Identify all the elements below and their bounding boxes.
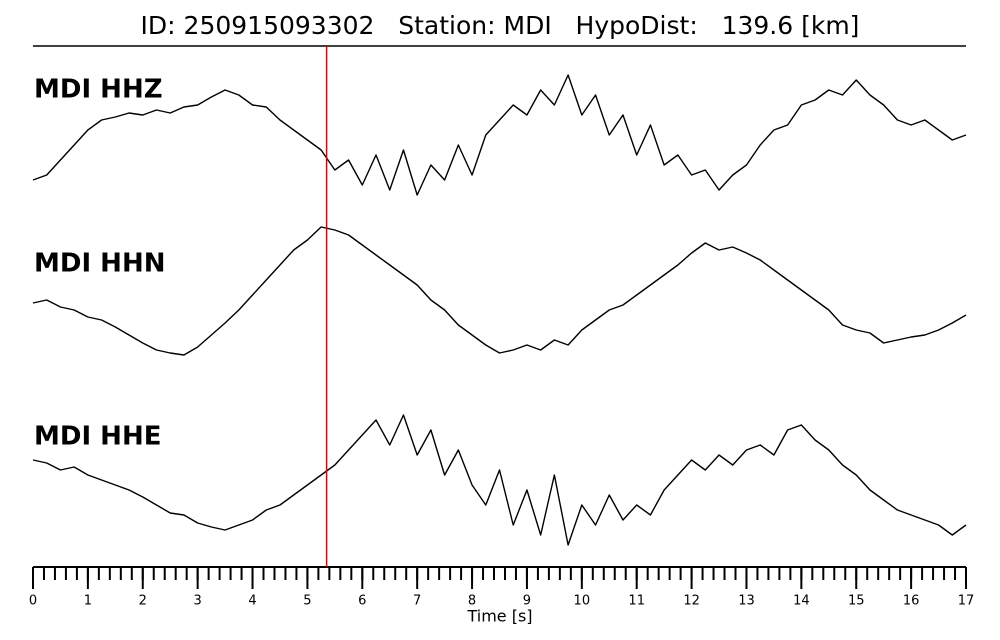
x-tick-label: 5 xyxy=(303,594,311,609)
x-tick-label: 3 xyxy=(194,594,202,609)
x-tick-label: 13 xyxy=(738,594,755,609)
trace-label: MDI HHN xyxy=(34,249,165,279)
x-axis-label: Time [s] xyxy=(466,607,532,626)
x-tick-label: 9 xyxy=(523,594,531,609)
trace-label: MDI HHZ xyxy=(34,75,163,105)
x-tick-label: 14 xyxy=(793,594,810,609)
x-tick-label: 0 xyxy=(29,594,37,609)
x-tick-label: 17 xyxy=(958,594,975,609)
x-tick-label: 15 xyxy=(848,594,865,609)
chart-title: ID: 250915093302 Station: MDI HypoDist: … xyxy=(141,11,860,40)
trace xyxy=(32,414,967,546)
x-tick-label: 4 xyxy=(248,594,256,609)
trace xyxy=(32,226,967,356)
trace-label: MDI HHE xyxy=(34,422,161,452)
x-tick-label: 8 xyxy=(468,594,476,609)
x-tick-label: 11 xyxy=(628,594,645,609)
x-tick-label: 6 xyxy=(358,594,366,609)
x-tick-label: 7 xyxy=(413,594,421,609)
x-tick-label: 16 xyxy=(903,594,920,609)
x-tick-label: 1 xyxy=(84,594,92,609)
x-tick-label: 12 xyxy=(683,594,700,609)
x-tick-label: 2 xyxy=(139,594,147,609)
trace xyxy=(32,74,967,196)
x-tick-label: 10 xyxy=(574,594,591,609)
